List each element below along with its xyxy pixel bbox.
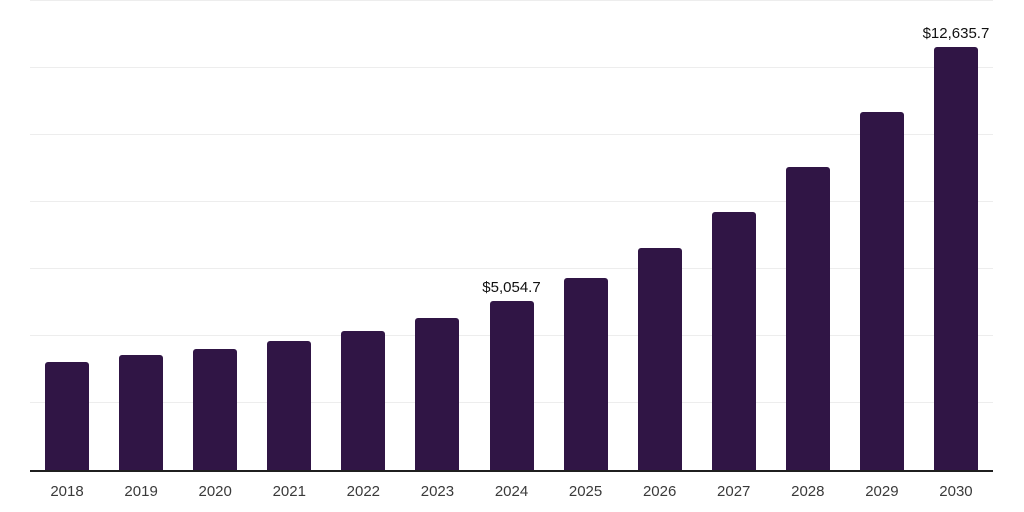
x-tick-2019: 2019: [124, 483, 158, 500]
x-tick-2026: 2026: [642, 483, 677, 500]
gridline-8000: [30, 201, 993, 202]
bar-2029: [859, 111, 904, 470]
x-tick-2021: 2021: [272, 483, 306, 500]
plot-area: $5,054.7 $12,635.7: [30, 0, 993, 472]
x-tick-2027: 2027: [717, 483, 751, 500]
bar-2020: [193, 349, 238, 470]
x-tick-2024: 2024: [494, 483, 529, 500]
bar-2021: [267, 341, 312, 470]
x-tick-2020: 2020: [198, 483, 232, 500]
bar-2028: [785, 167, 830, 470]
x-tick-2029: 2029: [865, 483, 899, 500]
x-tick-2030: 2030: [939, 483, 973, 500]
bar-2022: [341, 330, 386, 470]
bar-2019: [119, 355, 164, 470]
bar-2026: [637, 248, 682, 470]
bar-2030: [933, 46, 978, 470]
gridline-14000: [30, 0, 993, 1]
bar-2025: [563, 277, 608, 470]
gridline-12000: [30, 67, 993, 68]
bar-2018: [45, 361, 90, 470]
bar-2023: [415, 317, 460, 470]
gridline-6000: [30, 268, 993, 269]
gridline-10000: [30, 134, 993, 135]
x-tick-2022: 2022: [346, 483, 381, 500]
x-tick-2023: 2023: [420, 483, 455, 500]
bar-2024: [489, 300, 534, 470]
bar-value-label-2030: $12,635.7: [922, 24, 990, 42]
x-tick-2018: 2018: [50, 483, 84, 500]
x-axis: 2018 2019 2020 2021 2022 2023 2024 2025 2026 2027…: [30, 470, 993, 512]
x-tick-2025: 2025: [568, 483, 603, 500]
bar-value-label-2024: $5,054.7: [482, 278, 541, 296]
x-tick-2028: 2028: [791, 483, 825, 500]
bar-2027: [711, 212, 756, 470]
